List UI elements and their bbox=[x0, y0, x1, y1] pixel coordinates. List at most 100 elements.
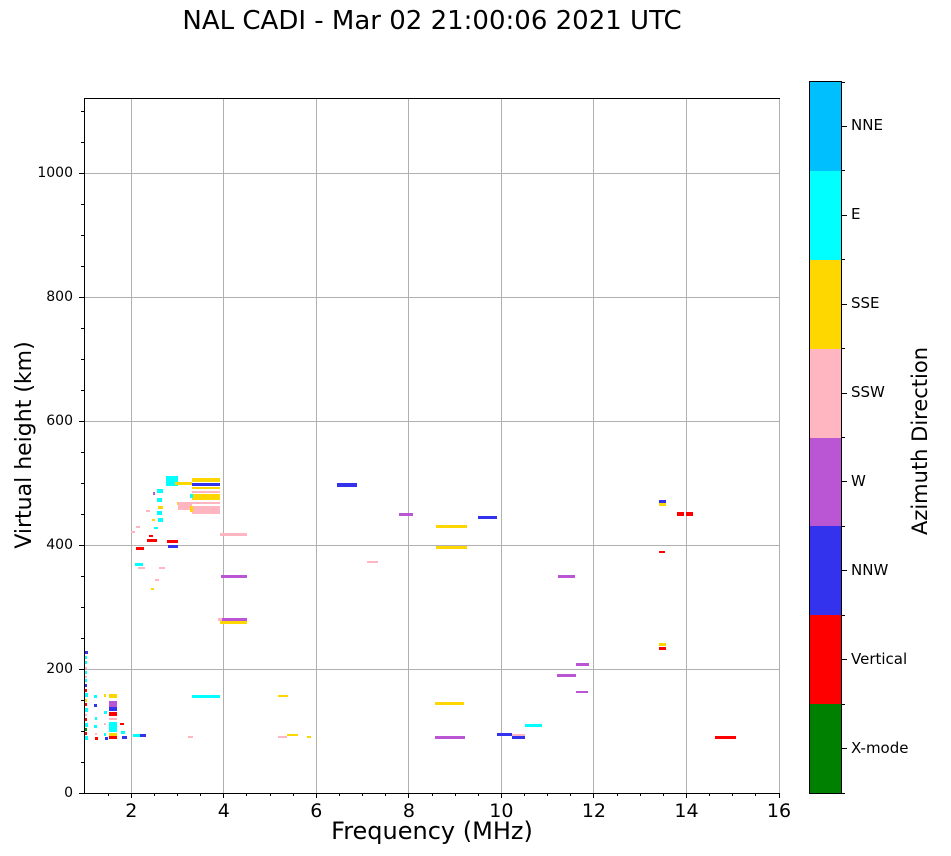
echo-segment bbox=[103, 732, 107, 736]
colorbar-segment-nnw bbox=[810, 526, 841, 616]
echo-segment bbox=[85, 713, 87, 716]
colorbar-segment-x-mode bbox=[810, 704, 841, 793]
colorbar-label: SSE bbox=[851, 294, 880, 313]
echo-segment bbox=[191, 502, 221, 504]
colorbar-tick bbox=[842, 748, 847, 750]
echo-segment bbox=[109, 694, 118, 699]
x-minor-tick bbox=[246, 793, 248, 796]
echo-segment bbox=[85, 698, 87, 702]
x-tick-label: 8 bbox=[402, 800, 415, 822]
y-minor-tick bbox=[81, 699, 84, 701]
x-minor-tick bbox=[616, 793, 618, 796]
echo-segment bbox=[109, 712, 118, 717]
echo-segment bbox=[152, 518, 156, 521]
echo-segment bbox=[147, 539, 157, 543]
echo-segment bbox=[109, 733, 118, 737]
colorbar-segment-e bbox=[810, 170, 841, 260]
echo-segment bbox=[85, 727, 87, 731]
x-tick-label: 6 bbox=[310, 800, 323, 822]
echo-segment bbox=[85, 735, 89, 740]
x-minor-tick bbox=[639, 793, 641, 796]
echo-segment bbox=[575, 663, 590, 667]
echo-segment bbox=[103, 694, 106, 698]
echo-segment bbox=[104, 710, 107, 714]
echo-segment bbox=[191, 491, 221, 494]
y-tick-label: 800 bbox=[46, 289, 73, 306]
y-minor-tick bbox=[81, 141, 84, 143]
x-gridline bbox=[593, 99, 595, 793]
x-tick-label: 4 bbox=[217, 800, 230, 822]
echo-segment bbox=[109, 736, 118, 740]
echo-segment bbox=[306, 736, 311, 739]
x-tick bbox=[130, 793, 132, 798]
echo-segment bbox=[158, 518, 163, 523]
chart-title: NAL CADI - Mar 02 21:00:06 2021 UTC bbox=[182, 6, 682, 36]
echo-segment bbox=[109, 721, 118, 732]
y-gridline bbox=[85, 544, 779, 546]
x-gridline bbox=[130, 99, 132, 793]
echo-segment bbox=[155, 579, 159, 582]
y-gridline bbox=[85, 668, 779, 670]
y-tick-label: 1000 bbox=[37, 165, 73, 182]
x-minor-tick bbox=[269, 793, 271, 796]
echo-segment bbox=[85, 651, 88, 655]
echo-segment bbox=[150, 587, 155, 590]
x-gridline bbox=[500, 99, 502, 793]
echo-segment bbox=[220, 621, 248, 625]
colorbar-tick bbox=[842, 392, 847, 394]
x-gridline bbox=[685, 99, 687, 793]
x-minor-tick bbox=[431, 793, 433, 796]
x-minor-tick bbox=[755, 793, 757, 796]
x-tick bbox=[593, 793, 595, 798]
y-minor-tick bbox=[81, 110, 84, 112]
echo-segment bbox=[85, 702, 88, 706]
echo-segment bbox=[511, 736, 525, 740]
x-tick-label: 10 bbox=[489, 800, 514, 822]
echo-segment bbox=[85, 718, 88, 722]
echo-segment bbox=[109, 701, 118, 708]
colorbar-label: SSW bbox=[851, 383, 885, 402]
x-minor-tick bbox=[385, 793, 387, 796]
echo-segment bbox=[94, 717, 98, 721]
x-minor-tick bbox=[709, 793, 711, 796]
colorbar-segment-ssw bbox=[810, 348, 841, 438]
echo-segment bbox=[366, 561, 379, 564]
x-minor-tick bbox=[454, 793, 456, 796]
echo-segment bbox=[148, 534, 153, 537]
x-tick bbox=[500, 793, 502, 798]
x-minor-tick bbox=[570, 793, 572, 796]
echo-segment bbox=[122, 736, 127, 740]
x-gridline bbox=[315, 99, 317, 793]
colorbar-tick bbox=[842, 303, 847, 305]
echo-segment bbox=[478, 516, 497, 520]
echo-segment bbox=[85, 679, 88, 683]
echo-segment bbox=[191, 478, 221, 483]
colorbar-boundary-tick bbox=[842, 614, 845, 616]
y-tick bbox=[79, 296, 84, 298]
colorbar-boundary-tick bbox=[842, 792, 845, 794]
echo-segment bbox=[85, 684, 87, 688]
x-gridline bbox=[778, 99, 780, 793]
echo-segment bbox=[192, 694, 221, 698]
echo-segment bbox=[714, 735, 737, 739]
echo-segment bbox=[220, 618, 247, 621]
echo-segment bbox=[658, 646, 666, 650]
echo-segment bbox=[685, 512, 693, 517]
x-minor-tick bbox=[153, 793, 155, 796]
x-tick-label: 16 bbox=[766, 800, 792, 822]
colorbar-boundary-tick bbox=[842, 170, 845, 172]
y-tick bbox=[79, 544, 84, 546]
echo-segment bbox=[435, 546, 467, 550]
colorbar-label: NNW bbox=[851, 560, 889, 579]
colorbar-boundary-tick bbox=[842, 259, 845, 261]
echo-segment bbox=[168, 544, 178, 548]
echo-segment bbox=[94, 732, 98, 735]
x-minor-tick bbox=[362, 793, 364, 796]
x-tick bbox=[408, 793, 410, 798]
colorbar-label: Vertical bbox=[851, 649, 908, 668]
y-gridline bbox=[85, 296, 779, 298]
x-tick-label: 14 bbox=[674, 800, 699, 822]
colorbar-segment-w bbox=[810, 437, 841, 527]
echo-segment bbox=[94, 725, 97, 729]
colorbar-label: X-mode bbox=[851, 738, 909, 757]
